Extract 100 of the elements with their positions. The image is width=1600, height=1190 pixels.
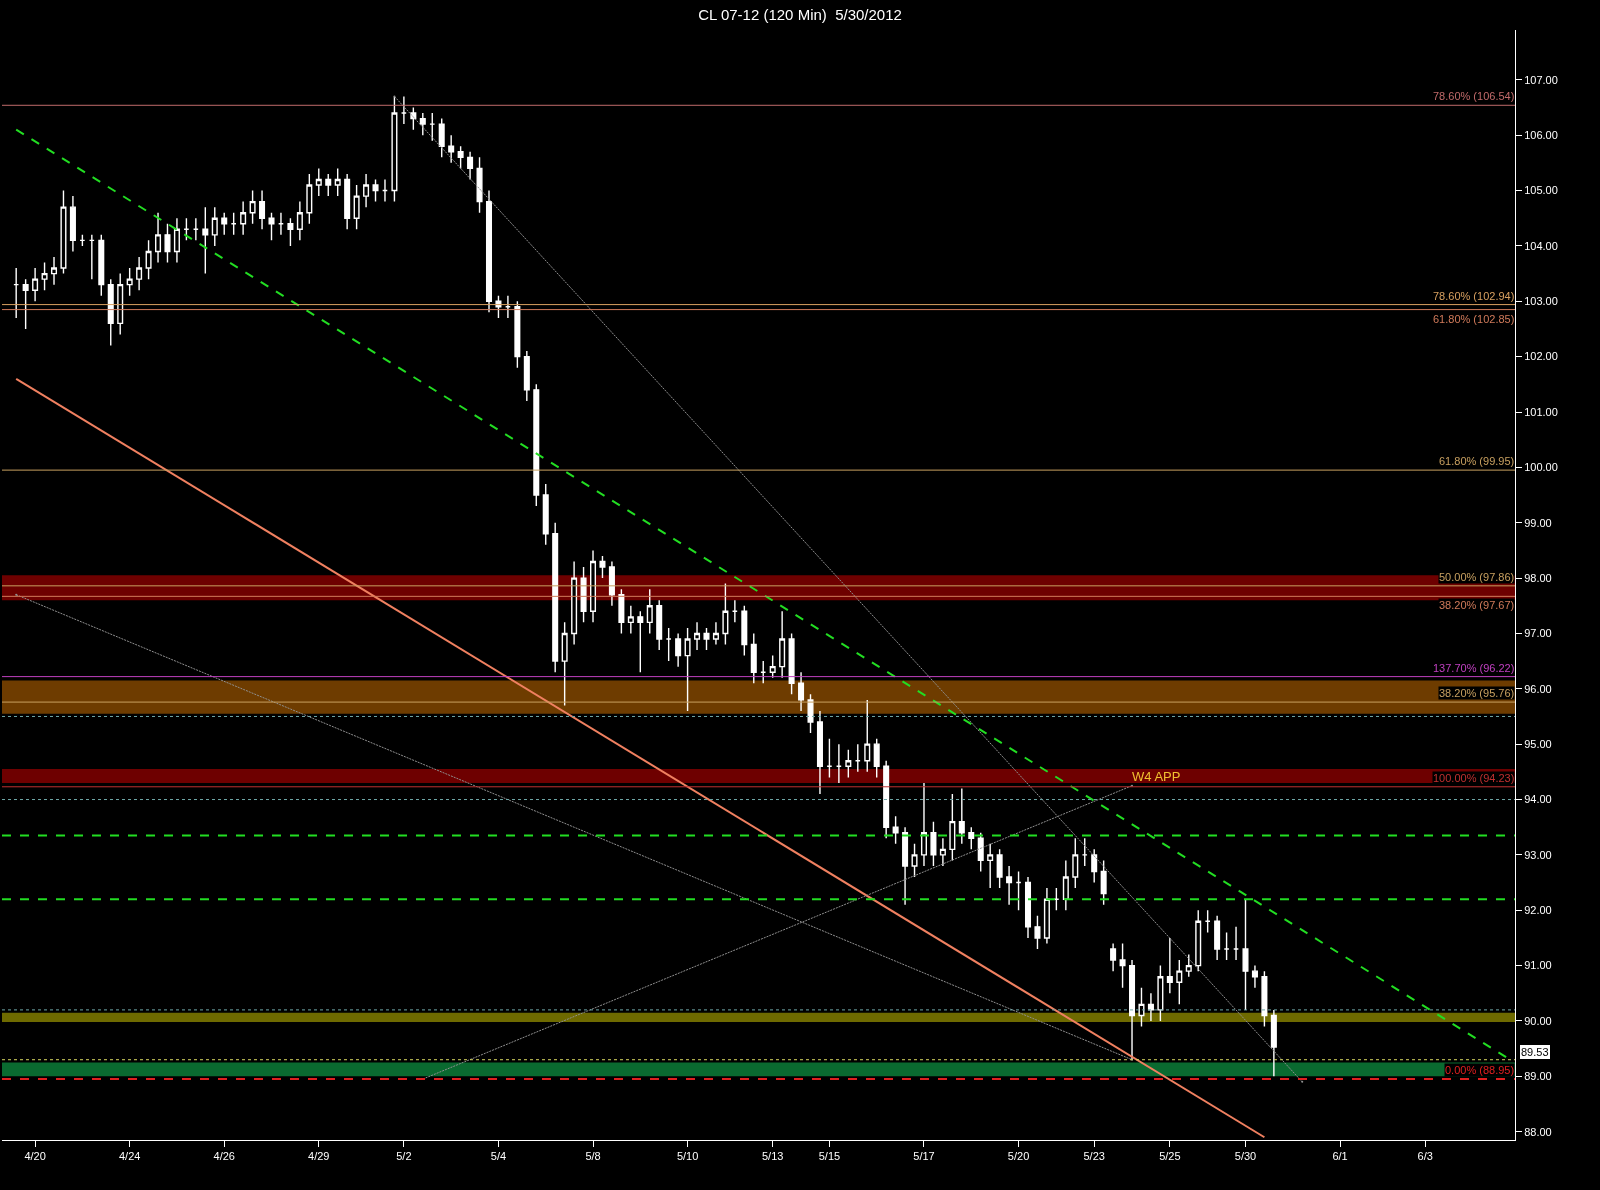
y-tick-label: 94.00 — [1524, 793, 1552, 806]
x-tick-label: 5/23 — [1083, 1150, 1105, 1163]
y-tick-label: 90.00 — [1524, 1014, 1552, 1027]
x-tick-label: 5/20 — [1007, 1150, 1030, 1163]
x-tick-label: 5/2 — [396, 1150, 412, 1163]
y-tick-label: 107.00 — [1524, 73, 1558, 86]
candlestick — [1176, 959, 1183, 1006]
candlestick — [117, 272, 124, 336]
candlestick — [400, 95, 407, 125]
candlestick — [694, 621, 701, 651]
candlestick — [315, 167, 322, 197]
ref-line-label: 38.20% (95.76) — [1439, 687, 1515, 699]
x-tick-label: 5/17 — [913, 1150, 935, 1163]
band-label: W4 APP — [1132, 769, 1181, 784]
x-tick-label: 5/8 — [585, 1150, 601, 1163]
candlestick — [334, 167, 341, 197]
y-tick-label: 102.00 — [1524, 350, 1558, 363]
candlestick — [1043, 887, 1050, 945]
ref-line-label: 78.60% (102.94) — [1433, 290, 1515, 302]
candlestick — [372, 178, 379, 203]
candlestick — [22, 278, 29, 330]
y-tick-label: 99.00 — [1524, 516, 1552, 529]
candlestick — [1006, 865, 1013, 906]
candlestick — [656, 599, 663, 651]
candlestick — [816, 710, 823, 795]
candlestick — [88, 234, 95, 280]
candlestick — [1166, 937, 1173, 994]
candlestick — [457, 145, 464, 170]
ref-line-label: 50.00% (97.86) — [1439, 571, 1515, 583]
candlestick — [69, 195, 76, 253]
candlestick — [571, 560, 578, 646]
candlestick — [523, 350, 530, 402]
candlestick — [1138, 987, 1145, 1028]
candlestick — [173, 217, 180, 264]
candlestick — [1072, 837, 1079, 889]
candlestick — [920, 782, 927, 867]
x-tick-label: 5/30 — [1234, 1150, 1257, 1163]
y-tick-label: 106.00 — [1524, 129, 1558, 142]
candlestick — [1233, 926, 1240, 961]
candlestick — [637, 610, 644, 673]
candlestick — [684, 627, 691, 712]
candlestick — [41, 261, 48, 291]
candlestick — [1110, 942, 1117, 972]
candlestick — [410, 106, 417, 131]
x-tick-label: 4/26 — [213, 1150, 235, 1163]
candlestick — [32, 267, 39, 302]
candlestick — [344, 173, 351, 230]
candlestick — [533, 383, 540, 507]
y-tick-label: 92.00 — [1524, 904, 1552, 917]
candlestick — [1034, 915, 1041, 950]
candlestick — [939, 837, 946, 867]
candlestick — [13, 267, 20, 319]
candlestick — [703, 627, 710, 651]
candlestick — [590, 549, 597, 624]
x-tick-label: 4/24 — [118, 1150, 141, 1163]
candlestick — [1214, 915, 1221, 961]
candlestick — [627, 605, 634, 635]
candlestick — [183, 217, 190, 242]
candlestick — [892, 815, 899, 845]
candlestick — [259, 189, 266, 230]
candlestick — [580, 566, 587, 624]
candlestick — [287, 217, 294, 247]
y-tick-label: 89.00 — [1524, 1070, 1552, 1083]
candlestick — [1251, 964, 1258, 989]
candlestick — [854, 743, 861, 773]
candlestick — [1053, 887, 1060, 911]
candlestick — [192, 217, 199, 242]
candlestick — [155, 211, 162, 264]
candlestick — [230, 211, 237, 236]
x-tick-label: 6/1 — [1332, 1150, 1348, 1163]
chart-title: CL 07-12 (120 Min) 5/30/2012 — [698, 6, 902, 24]
x-tick-label: 4/20 — [24, 1150, 46, 1163]
candlestick — [1147, 992, 1154, 1022]
candlestick — [665, 627, 672, 662]
candlestick — [1119, 942, 1126, 989]
y-tick-label: 97.00 — [1524, 627, 1552, 640]
candlestick — [79, 234, 86, 247]
candlestick — [485, 189, 493, 314]
candlestick — [495, 295, 502, 319]
candlestick — [325, 173, 332, 197]
x-tick-label: 4/29 — [308, 1150, 330, 1163]
candlestick — [599, 555, 606, 579]
candlestick — [552, 522, 559, 673]
candlestick — [306, 173, 313, 225]
candlestick — [429, 112, 436, 142]
candlestick — [845, 749, 852, 779]
candlestick — [1195, 909, 1202, 972]
candlestick — [741, 605, 748, 657]
candlestick — [1081, 837, 1088, 867]
ref-line-label: 61.80% (99.95) — [1439, 455, 1515, 467]
candlestick — [504, 295, 511, 319]
candlestick — [826, 737, 833, 779]
candlestick — [277, 211, 284, 236]
x-tick-label: 6/3 — [1417, 1150, 1433, 1163]
candlestick — [1091, 848, 1098, 884]
candlestick — [126, 267, 133, 297]
ref-line-label: 137.70% (96.22) — [1433, 662, 1515, 674]
y-tick-label: 105.00 — [1524, 184, 1558, 197]
candlestick — [164, 223, 171, 264]
candlestick — [712, 621, 719, 646]
